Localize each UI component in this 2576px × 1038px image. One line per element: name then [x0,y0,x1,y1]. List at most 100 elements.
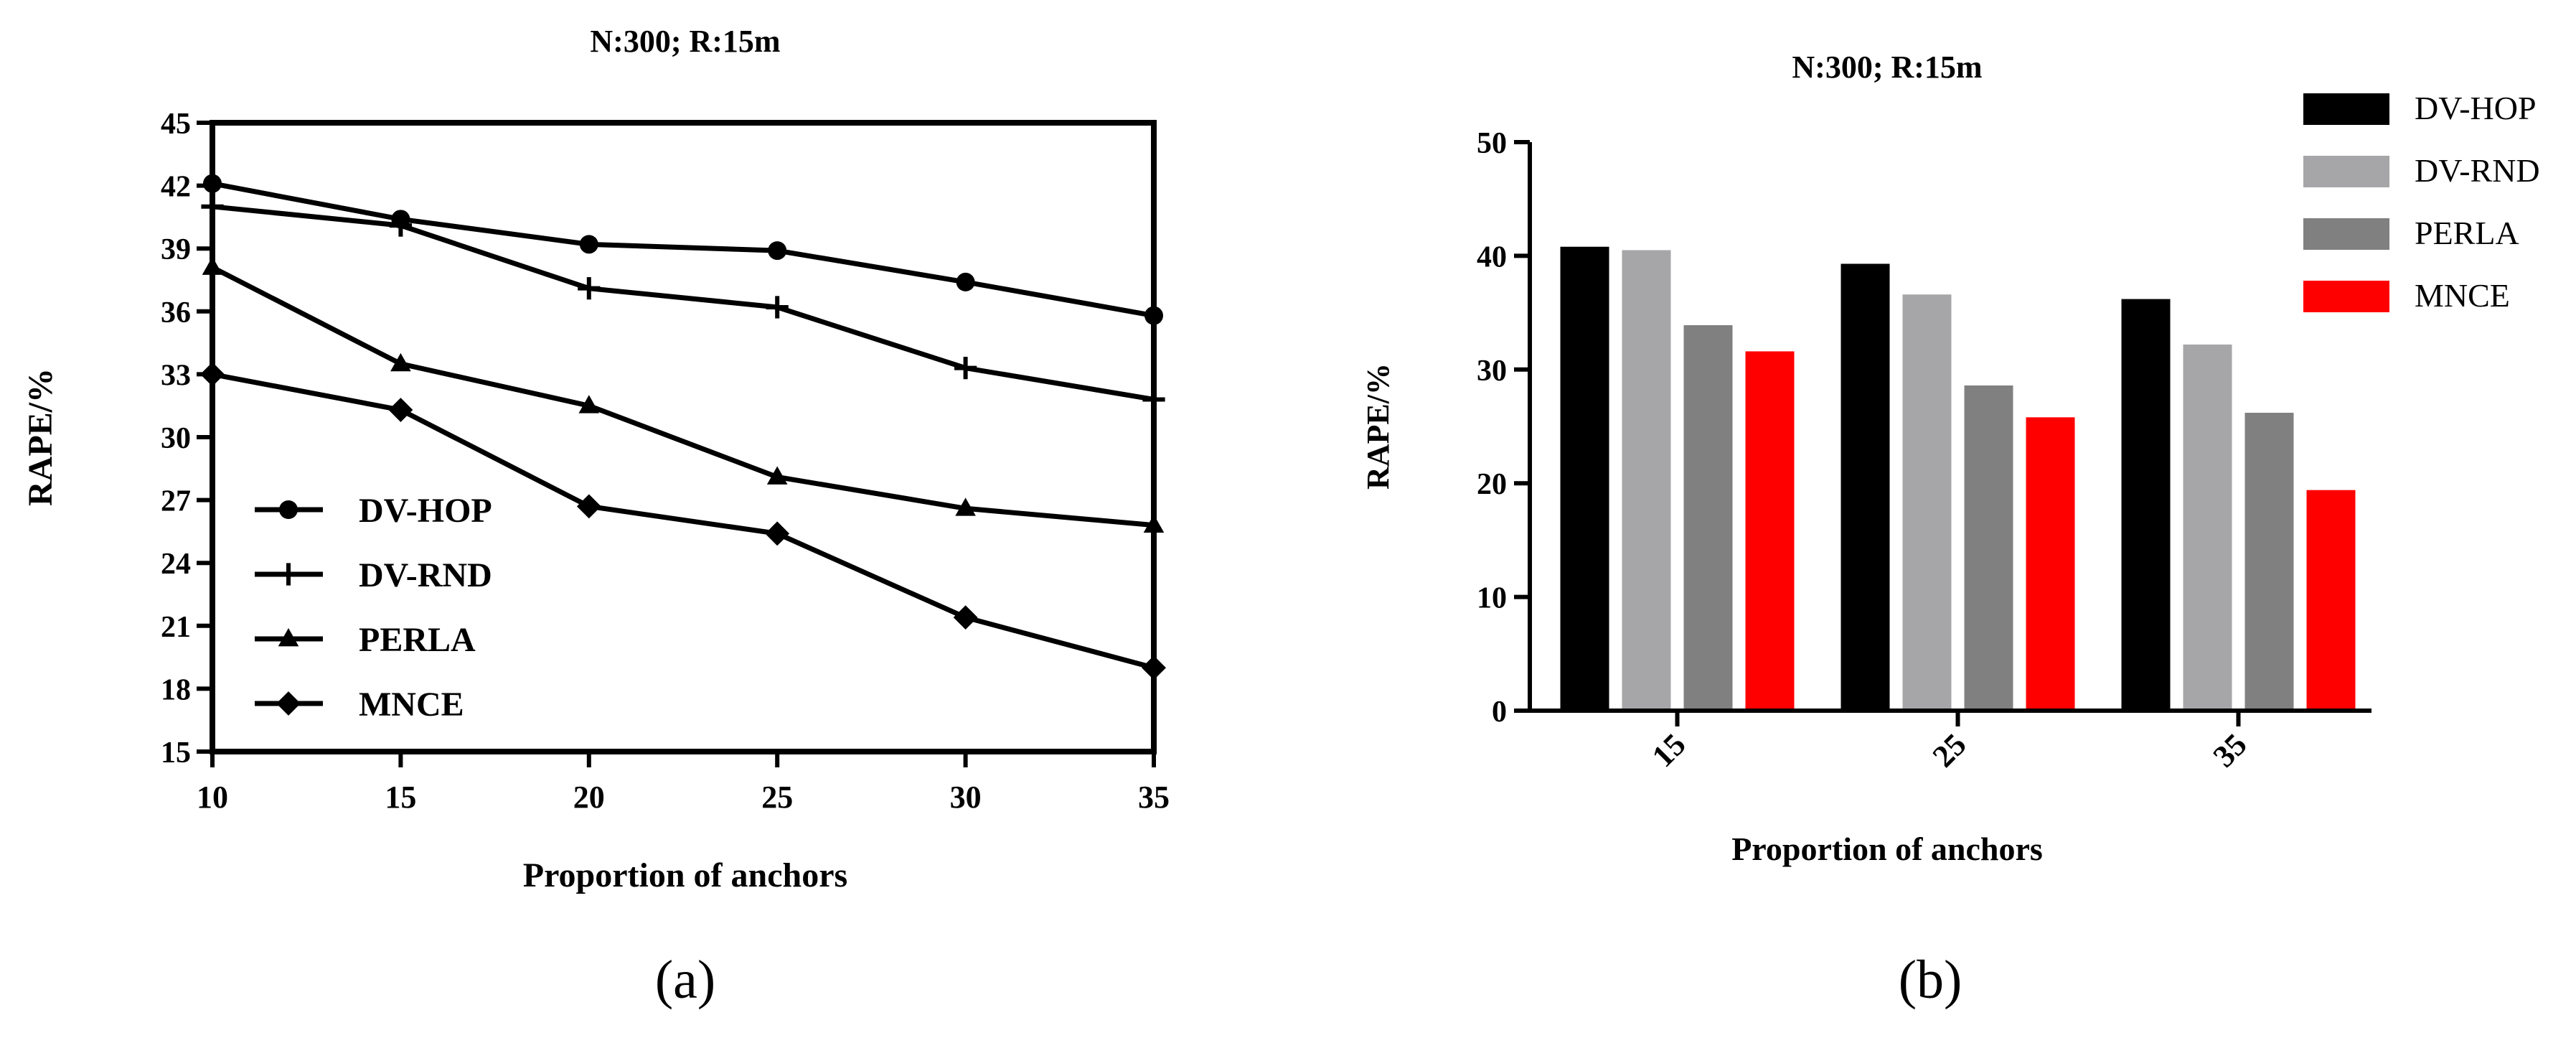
data-point-dv-hop [1144,306,1163,325]
data-point-perla [578,395,600,413]
chart-a-y-axis: 15 18 21 24 27 30 33 36 39 42 45 [161,108,212,770]
data-point-dv-rnd [954,357,977,380]
chart-a-x-axis: 10 15 20 25 30 35 [197,752,1170,815]
chart-a-y-label: RAPE/% [22,368,60,506]
bar-perla [1683,325,1733,711]
legend-label-mnce: MNCE [359,686,464,724]
chart-a-y-tick-label: 24 [161,548,191,581]
bar-mnce [2306,490,2356,711]
chart-b-bars [1560,246,2356,711]
bar-dv-hop [1560,246,1609,711]
chart-b-y-tick-label: 30 [1477,355,1507,388]
chart-a-plot-frame [210,120,1157,754]
legend-marker-dv-hop [279,500,298,519]
legend-label-mnce: MNCE [2415,277,2510,314]
data-point-dv-rnd [1142,388,1165,411]
bar-mnce [2026,417,2075,711]
series-line-dv-hop [212,181,1155,319]
data-point-mnce [388,398,413,422]
chart-b-y-tick-label: 50 [1477,127,1507,160]
chart-a-y-tick-label: 36 [161,296,191,329]
chart-a-y-tick-label: 42 [161,171,191,204]
data-point-dv-rnd [578,277,601,300]
data-point-mnce [1142,655,1166,681]
chart-a-y-tick-label: 33 [161,359,191,392]
chart-a-y-tick-label: 18 [161,673,191,706]
data-point-perla [766,466,788,485]
data-point-mnce [765,521,790,546]
data-point-dv-hop [956,272,975,291]
bar-dv-hop [1841,263,1890,711]
bar-dv-rnd [1622,250,1671,711]
chart-a-series [200,174,1166,681]
chart-b-y-tick-label: 0 [1492,696,1507,729]
chart-a-x-tick-label: 35 [1138,780,1170,815]
data-point-dv-rnd [201,195,224,218]
data-point-dv-hop [203,174,222,193]
data-point-dv-hop [768,241,787,261]
data-point-mnce [200,362,225,387]
chart-a-x-tick-label: 15 [385,780,416,815]
legend-label-dv-hop: DV-HOP [359,492,492,530]
legend-swatch-mnce [2303,281,2389,312]
chart-b-title: N:300; R:15m [1792,50,1982,85]
chart-a-x-label: Proportion of anchors [523,856,847,894]
chart-b-x-tick-label: 15 [1645,726,1693,774]
chart-a-y-tick-label: 30 [161,422,191,455]
legend-swatch-perla [2303,218,2389,250]
chart-b-x-axis: 15 25 35 [1645,711,2254,774]
legend-label-perla: PERLA [2415,215,2519,251]
chart-b-y-tick-label: 10 [1477,582,1507,615]
legend-swatch-dv-rnd [2303,156,2389,187]
chart-a-y-tick-label: 21 [161,611,191,644]
legend-marker-perla [278,628,299,647]
chart-b-x-label: Proportion of anchors [1731,831,2043,867]
bar-mnce [1745,351,1795,711]
chart-b-y-tick-label: 20 [1477,468,1507,501]
bar-perla [1964,385,2013,711]
chart-b-legend: DV-HOP DV-RND PERLA MNCE [2303,90,2540,314]
bar-perla [2244,412,2294,711]
chart-b-x-tick-label: 25 [1926,726,1973,774]
chart-a-x-tick-label: 25 [761,780,793,815]
data-point-mnce [576,494,601,519]
bar-dv-rnd [1902,294,1952,711]
data-point-mnce [953,605,978,630]
chart-a-x-tick-label: 30 [950,780,982,815]
chart-a-y-tick-label: 45 [161,108,191,141]
data-point-dv-hop [579,235,598,254]
chart-a-y-tick-label: 15 [161,737,191,770]
chart-a-title: N:300; R:15m [590,24,780,59]
data-point-perla [955,497,976,516]
chart-b-y-label: RAPE/% [1360,363,1396,490]
chart-a-legend: DV-HOP DV-RND PERLA MNCE [255,492,492,724]
chart-b-x-tick-label: 35 [2206,726,2254,774]
bar-dv-rnd [2183,344,2232,711]
chart-a-x-tick-label: 10 [197,780,228,815]
series-line-perla [211,265,1155,528]
chart-b-y-tick-label: 40 [1477,240,1507,273]
legend-label-dv-hop: DV-HOP [2415,90,2537,126]
bar-dv-hop [2121,299,2171,711]
legend-label-perla: PERLA [359,621,476,659]
data-point-dv-rnd [389,214,412,237]
legend-marker-dv-rnd [277,563,300,586]
data-point-perla [390,352,411,372]
data-point-perla [1143,514,1165,533]
chart-a-panel-label: (a) [655,950,715,1010]
chart-a-x-tick-label: 20 [573,780,605,815]
data-point-dv-rnd [766,296,789,319]
legend-swatch-dv-hop [2303,93,2389,125]
legend-label-dv-rnd: DV-RND [2415,152,2540,189]
chart-a-y-tick-label: 39 [161,233,191,266]
chart-a-y-tick-label: 27 [161,485,191,518]
legend-label-dv-rnd: DV-RND [359,556,492,594]
data-point-perla [202,256,223,275]
series-line-mnce [212,371,1155,670]
series-line-dv-rnd [212,204,1155,402]
legend-marker-mnce [276,691,301,716]
chart-b-y-axis: 0 10 20 30 40 50 [1477,127,1530,729]
